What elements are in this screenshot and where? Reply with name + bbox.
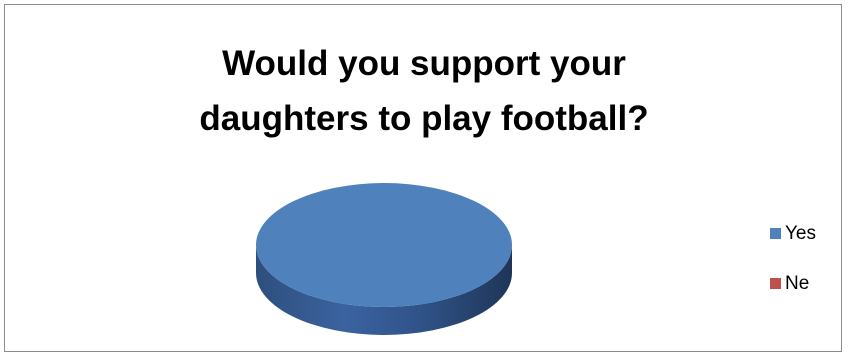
pie-slice-yes	[256, 183, 512, 307]
legend-label-ne: Ne	[785, 273, 810, 294]
legend-item-yes: Yes	[770, 222, 816, 245]
pie-slice-yes-side	[256, 245, 512, 335]
legend: Yes Ne	[770, 222, 816, 322]
legend-item-ne: Ne	[770, 272, 816, 295]
chart-title-line-2: daughters to play football?	[199, 99, 649, 138]
chart-title: Would you support your daughters to play…	[0, 36, 848, 146]
legend-swatch-yes	[770, 228, 781, 239]
chart-title-line-1: Would you support your	[222, 44, 626, 83]
pie-slices	[256, 183, 512, 335]
legend-label-yes: Yes	[785, 223, 816, 244]
legend-swatch-ne	[770, 278, 781, 289]
